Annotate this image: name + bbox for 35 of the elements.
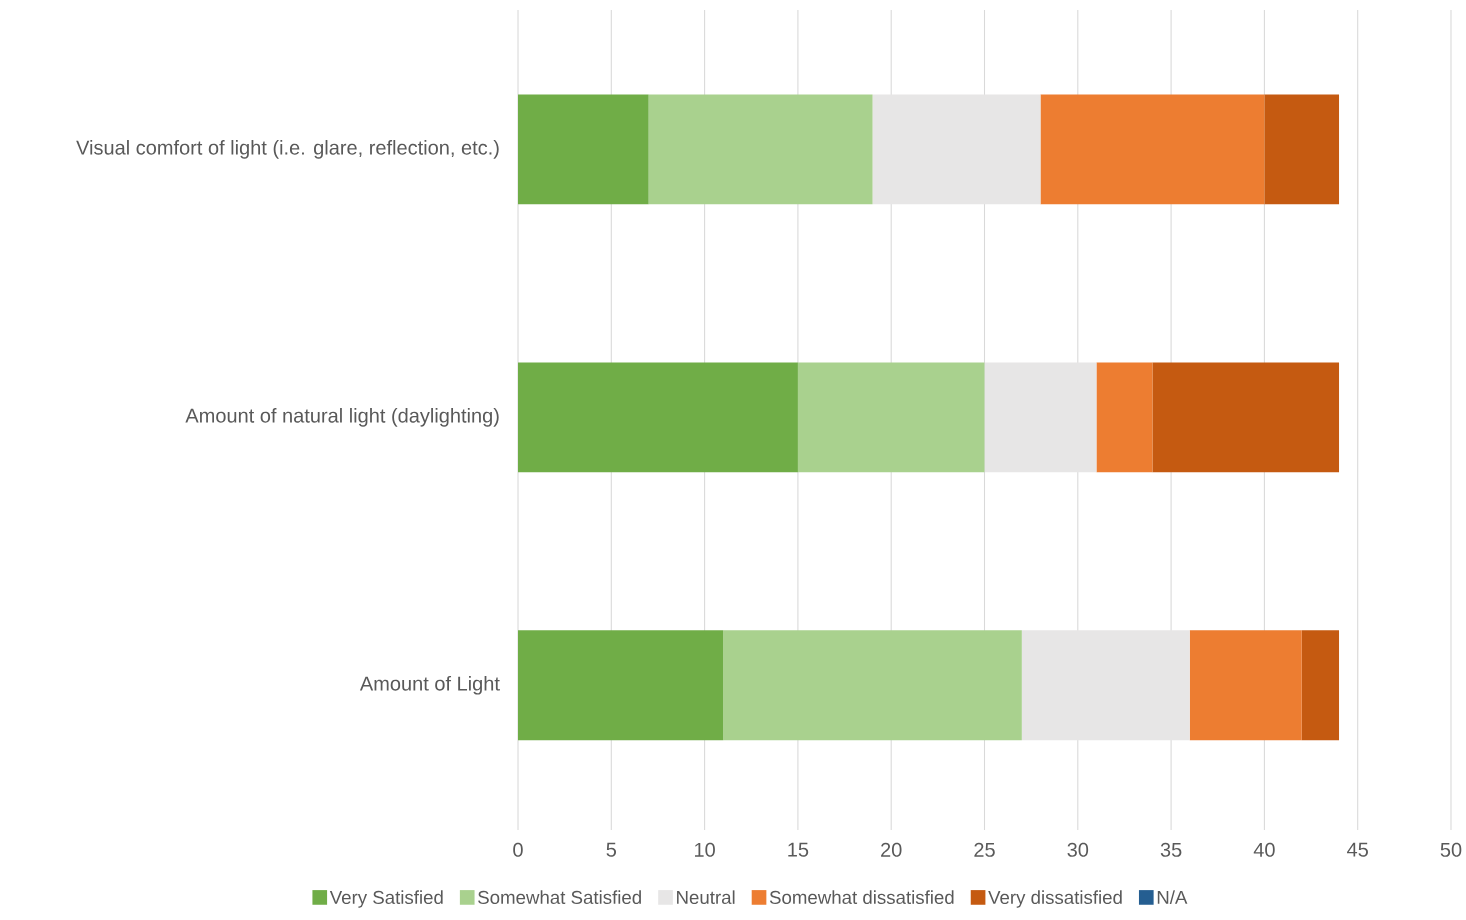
bar [518,362,798,473]
bar [723,630,1022,741]
x-tick-label: 40 [1253,842,1275,857]
legend-label: Somewhat dissatisfied [769,890,954,905]
x-tick-label: 0 [513,842,523,857]
y-tick-label: Visual comfort of light (i.e. glare, reflection, etc.) [76,140,499,159]
x-tick-label: 5 [606,842,617,857]
bar [797,362,985,473]
x-tick-label: 10 [695,842,715,857]
legend-label: Somewhat Satisfied [478,890,641,905]
y-tick-label: Amount of Light [359,675,500,695]
x-tick-label: 20 [881,842,902,857]
legend-label: Very Satisfied [329,890,443,908]
bar [1301,630,1340,741]
y-tick-label: Amount of natural light (daylighting) [185,408,499,427]
bar [984,362,1097,473]
x-tick-label: 25 [974,842,995,857]
bar [518,94,649,205]
x-tick-label: 35 [1160,842,1182,857]
legend-label: N/A [1157,890,1188,905]
x-tick-label: 30 [1067,842,1089,857]
bar [1189,630,1302,741]
bar [1021,630,1190,741]
legend-label: Neutral [677,890,735,905]
bar [1040,94,1265,205]
x-tick-label: 50 [1440,842,1462,857]
x-tick-label: 15 [788,842,809,857]
bar [1264,94,1340,205]
bar [1152,362,1340,473]
bar [872,94,1041,205]
bar [518,630,724,741]
bar [1096,362,1153,473]
legend-label: Very dissatisfied [988,890,1122,908]
bar [648,94,873,205]
x-tick-label: 45 [1347,842,1368,857]
